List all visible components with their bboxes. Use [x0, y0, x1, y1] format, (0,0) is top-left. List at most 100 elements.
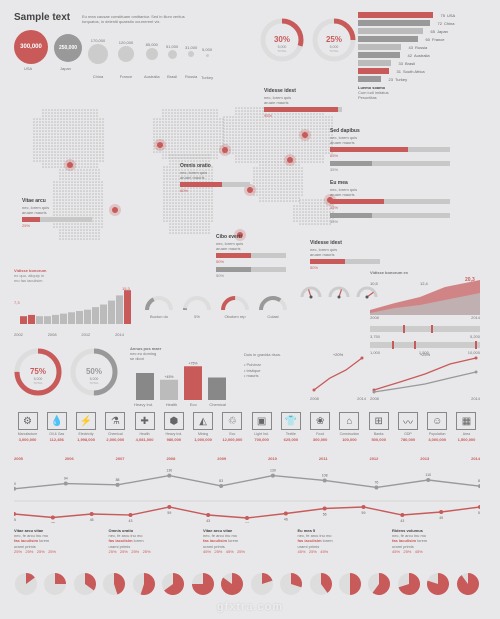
mini-pie — [132, 572, 156, 596]
area-chart: Vidisse bonorum ex 10,5 12,4 20,3 200820… — [370, 270, 480, 320]
icon-Light Ind.: ▣Light Ind.700,000 — [248, 412, 275, 442]
svg-text:83: 83 — [219, 479, 223, 483]
histogram: Vidisse bonorum ex quo, aliquip inmo fas… — [14, 268, 134, 337]
icon-Electricity: ⚡Electricity1,998,000 — [73, 412, 100, 442]
svg-text:43: 43 — [129, 519, 133, 523]
line-pair-2: +25% 20082014 — [370, 350, 480, 401]
mini-pie — [220, 572, 244, 596]
icon-Construction: ⌂Construction100,000 — [336, 412, 363, 442]
svg-text:59: 59 — [362, 511, 366, 515]
mini-pie — [338, 572, 362, 596]
mid-text: Duis in gravida risus.• Pulvinar• tristi… — [244, 352, 299, 378]
icon-Banks: ⊞Banks500,000 — [365, 412, 392, 442]
bubble-japan: 250,000 — [54, 34, 82, 62]
svg-text:56: 56 — [323, 513, 327, 517]
mini-pie — [426, 572, 450, 596]
mini-pie — [73, 572, 97, 596]
svg-text:+25%: +25% — [420, 352, 431, 357]
footer-col: Eu mea 5nec, fe arcu inu mofas iaculisim… — [298, 528, 386, 554]
country-bars: 75USA72China65Japan60France43Russia42Aus… — [358, 12, 478, 101]
bar-France: 60France — [358, 36, 478, 42]
icon-Food: ❀Food300,000 — [307, 412, 334, 442]
bubble-turkey: 5,000Turkey — [201, 47, 213, 81]
icon-Textile: 👕Textile625,000 — [277, 412, 304, 442]
callout: Videsse idest nec, lorem quisaruam mauri… — [310, 240, 380, 270]
bar-China: 72China — [358, 20, 478, 26]
svg-text:76: 76 — [374, 481, 378, 485]
bar-Russia: 43Russia — [358, 44, 478, 50]
svg-text:75%: 75% — [30, 367, 46, 376]
icon-Heavy Ind.: ⬢Heavy Ind.980,000 — [160, 412, 187, 442]
donuts-mid: 75%5,000TOTAL50%5,000TOTAL — [14, 348, 118, 406]
header-sub: Eu mea causae constituam omittantur. Sed… — [82, 14, 242, 24]
mini-pies — [14, 572, 480, 596]
mini-pie — [43, 572, 67, 596]
footer-col: Omnis orationec, fe arcu inu mofas iacul… — [109, 528, 197, 554]
icon-Area: ▦Area1,500,000 — [453, 412, 480, 442]
svg-text:+45%: +45% — [164, 374, 173, 378]
icon-Health: ✚Health4,081,000 — [131, 412, 158, 442]
footer-col: Ridens volumusnec, fe arcu inu mofas iac… — [392, 528, 480, 554]
svg-text:37: 37 — [245, 522, 249, 523]
svg-text:50%: 50% — [86, 367, 102, 376]
svg-text:59: 59 — [167, 511, 171, 515]
bubble-usa-label: USA — [24, 66, 32, 71]
bar-Australia: 42Australia — [358, 52, 478, 58]
bubble-usa: 300,000 — [14, 30, 48, 64]
svg-text:70: 70 — [14, 482, 16, 486]
svg-text:10,5: 10,5 — [370, 281, 379, 286]
mini-pie — [161, 572, 185, 596]
callout: Videsse idest nec, lorem quisaruam mauri… — [264, 88, 342, 118]
bubble-brasil: 51,000Brasil — [166, 44, 178, 80]
callout: Cibo everti nec, lorem quisaruam mauris … — [216, 234, 286, 278]
svg-text:TOTAL: TOTAL — [89, 381, 99, 385]
bar-Japan: 65Japan — [358, 28, 478, 34]
icon-row: ⚙Manufacture3,000,000💧Oil & Gas112,456⚡E… — [14, 412, 480, 442]
svg-text:45: 45 — [90, 518, 94, 522]
mini-pie — [102, 572, 126, 596]
icon-GDP: 〰GDP780,000 — [394, 412, 421, 442]
bubble-russia: 31,000Russia — [185, 45, 197, 79]
mini-pie — [397, 572, 421, 596]
bubble-japan-label: Japan — [60, 66, 71, 71]
watermark: gfxtra.com — [0, 601, 500, 613]
callout: Eu mea nec, lorem quisaruam mauris 45%35… — [330, 180, 450, 224]
svg-text:130: 130 — [166, 469, 172, 473]
svg-text:+75%: +75% — [188, 362, 197, 365]
svg-text:110: 110 — [425, 473, 431, 477]
svg-text:130: 130 — [270, 469, 276, 473]
gauges: Bucton do5%Obutom repColast — [145, 296, 287, 319]
icon-Mining: ◭Mining1,000,000 — [190, 412, 217, 442]
svg-text:30%: 30% — [274, 35, 290, 44]
mini-pie — [367, 572, 391, 596]
svg-text:49: 49 — [439, 516, 443, 520]
callout: Omnis oratio nec, lorem quisaruam mauris… — [180, 163, 250, 193]
svg-text:12,4: 12,4 — [420, 281, 429, 286]
footer-col: Vitae arcu vitaenec, fe arcu inu mofas i… — [203, 528, 291, 554]
svg-text:7,3: 7,3 — [14, 300, 20, 305]
callout: Sed dapibus nec, lorem quisaruam mauris … — [330, 128, 450, 172]
mini-pie — [14, 572, 38, 596]
header-title: Sample text — [14, 12, 70, 23]
svg-text:TOTAL: TOTAL — [329, 49, 339, 53]
svg-text:25%: 25% — [326, 35, 342, 44]
svg-text:TOTAL: TOTAL — [277, 49, 287, 53]
callout: Vitae arcu nec, lorem quisaruam mauris 2… — [22, 198, 92, 228]
line-pair: +20% 20082014 — [310, 350, 366, 401]
svg-text:108: 108 — [322, 474, 328, 478]
icon-Oil & Gas: 💧Oil & Gas112,456 — [43, 412, 70, 442]
svg-text:59: 59 — [478, 511, 480, 515]
timeline: 2005200620072008200920102011201220132014… — [14, 456, 480, 523]
icon-Eco: ♲Eco12,000,000 — [219, 412, 246, 442]
icon-Population: ☺Population3,000,000 — [424, 412, 451, 442]
svg-text:46: 46 — [284, 518, 288, 522]
bubble-france: 120,000France — [118, 40, 134, 79]
svg-text:+20%: +20% — [333, 352, 344, 357]
bar-Turkey: 23Turkey — [358, 76, 478, 82]
svg-text:43: 43 — [400, 519, 404, 523]
bubble-china: 170,000China — [88, 38, 108, 79]
bubble-australia: 85,000Australia — [144, 42, 160, 79]
svg-text:94: 94 — [64, 477, 68, 481]
bar-Brasil: 33Brasil — [358, 60, 478, 66]
footer-cols: Vitae arcu vitaenec, fe arcu inu mofas i… — [14, 528, 480, 554]
